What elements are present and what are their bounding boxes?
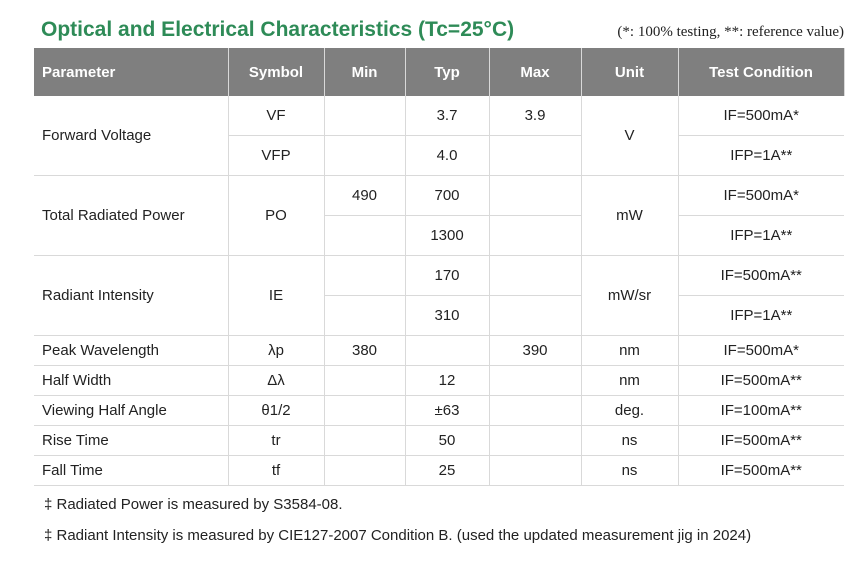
cell-condition: IF=500mA* xyxy=(677,96,844,136)
cell-parameter: Viewing Half Angle xyxy=(34,395,229,426)
cell-symbol: PO xyxy=(227,175,325,256)
cell-condition: IF=500mA** xyxy=(677,365,844,396)
cell-typ: 3.7 xyxy=(404,96,490,136)
cell-max xyxy=(488,175,582,216)
cell-max xyxy=(488,135,582,176)
cell-symbol: λp xyxy=(227,335,325,366)
footnote-radiant-intensity: ‡ Radiant Intensity is measured by CIE12… xyxy=(44,527,752,544)
table-row: Fall Time tf 25 ns IF=500mA** xyxy=(34,455,844,486)
cell-symbol: θ1/2 xyxy=(227,395,325,426)
cell-condition: IF=500mA** xyxy=(677,455,844,486)
cell-typ: 25 xyxy=(404,455,490,486)
cell-parameter: Radiant Intensity xyxy=(34,255,229,336)
table-row: Rise Time tr 50 ns IF=500mA** xyxy=(34,425,844,456)
cell-unit: ns xyxy=(580,455,679,486)
table-row: Viewing Half Angle θ1/2 ±63 deg. IF=100m… xyxy=(34,395,844,426)
cell-min: 380 xyxy=(323,335,406,366)
table-row: Half Width Δλ 12 nm IF=500mA** xyxy=(34,365,844,396)
cell-min xyxy=(324,215,406,256)
cell-typ: 700 xyxy=(404,175,490,216)
header-typ: Typ xyxy=(405,48,490,96)
cell-min xyxy=(323,395,406,426)
cell-max: 3.9 xyxy=(488,96,582,136)
cell-symbol: tf xyxy=(227,455,325,486)
header-parameter: Parameter xyxy=(34,48,229,96)
cell-unit: V xyxy=(580,96,679,176)
cell-typ: 1300 xyxy=(404,215,490,256)
cell-max xyxy=(488,295,582,336)
cell-symbol: tr xyxy=(227,425,325,456)
cell-unit: mW xyxy=(580,175,679,256)
cell-max xyxy=(488,395,582,426)
cell-unit: deg. xyxy=(580,395,679,426)
cell-min xyxy=(323,96,406,136)
legend-note: (*: 100% testing, **: reference value) xyxy=(617,24,844,40)
cell-min xyxy=(323,255,406,296)
cell-condition: IFP=1A** xyxy=(677,135,844,176)
table-row: Peak Wavelength λp 380 390 nm IF=500mA* xyxy=(34,335,844,366)
cell-max xyxy=(488,255,582,296)
cell-condition: IF=100mA** xyxy=(677,395,844,426)
table-row: Total Radiated Power PO 490 700 mW IF=50… xyxy=(34,175,844,256)
cell-symbol: IE xyxy=(227,255,325,336)
cell-parameter: Total Radiated Power xyxy=(34,175,229,256)
cell-unit: mW/sr xyxy=(580,255,679,336)
header-unit: Unit xyxy=(581,48,679,96)
header-row: Parameter Symbol Min Typ Max Unit Test C… xyxy=(34,48,845,96)
cell-unit: nm xyxy=(580,365,679,396)
cell-parameter: Forward Voltage xyxy=(34,96,229,176)
cell-condition: IF=500mA* xyxy=(677,175,844,216)
table-row: Radiant Intensity IE 170 mW/sr IF=500mA*… xyxy=(34,255,844,336)
cell-symbol: VF xyxy=(227,96,325,136)
cell-parameter: Fall Time xyxy=(34,455,229,486)
cell-typ: 12 xyxy=(404,365,490,396)
header-min: Min xyxy=(324,48,406,96)
cell-min xyxy=(324,295,406,336)
footnote-radiated-power: ‡ Radiated Power is measured by S3584-08… xyxy=(44,496,343,513)
cell-min: 490 xyxy=(323,175,406,216)
cell-typ: 170 xyxy=(404,255,490,296)
characteristics-table: Parameter Symbol Min Typ Max Unit Test C… xyxy=(34,48,845,486)
cell-condition: IF=500mA* xyxy=(677,335,844,366)
cell-condition: IFP=1A** xyxy=(677,215,844,256)
cell-parameter: Half Width xyxy=(34,365,229,396)
table-row: Forward Voltage VF 3.7 3.9 V IF=500mA* xyxy=(34,96,844,176)
cell-typ: 4.0 xyxy=(404,135,490,176)
cell-unit: ns xyxy=(580,425,679,456)
cell-unit: nm xyxy=(580,335,679,366)
header-test-condition: Test Condition xyxy=(678,48,845,96)
cell-parameter: Rise Time xyxy=(34,425,229,456)
cell-condition: IFP=1A** xyxy=(677,295,844,336)
header-max: Max xyxy=(489,48,582,96)
cell-max xyxy=(488,425,582,456)
cell-min xyxy=(323,365,406,396)
cell-symbol: Δλ xyxy=(227,365,325,396)
page-title: Optical and Electrical Characteristics (… xyxy=(41,18,515,41)
cell-typ: ±63 xyxy=(404,395,490,426)
header-symbol: Symbol xyxy=(228,48,325,96)
cell-typ xyxy=(404,335,490,366)
cell-max: 390 xyxy=(488,335,582,366)
cell-max xyxy=(488,215,582,256)
cell-min xyxy=(323,425,406,456)
cell-condition: IF=500mA** xyxy=(677,425,844,456)
cell-typ: 50 xyxy=(404,425,490,456)
cell-max xyxy=(488,455,582,486)
cell-parameter: Peak Wavelength xyxy=(34,335,229,366)
cell-typ: 310 xyxy=(404,295,490,336)
cell-symbol: VFP xyxy=(228,135,325,176)
cell-min xyxy=(323,455,406,486)
table-row: VFP 4.0 IFP=1A** xyxy=(34,135,844,176)
cell-condition: IF=500mA** xyxy=(677,255,844,296)
cell-max xyxy=(488,365,582,396)
cell-min xyxy=(323,135,406,176)
